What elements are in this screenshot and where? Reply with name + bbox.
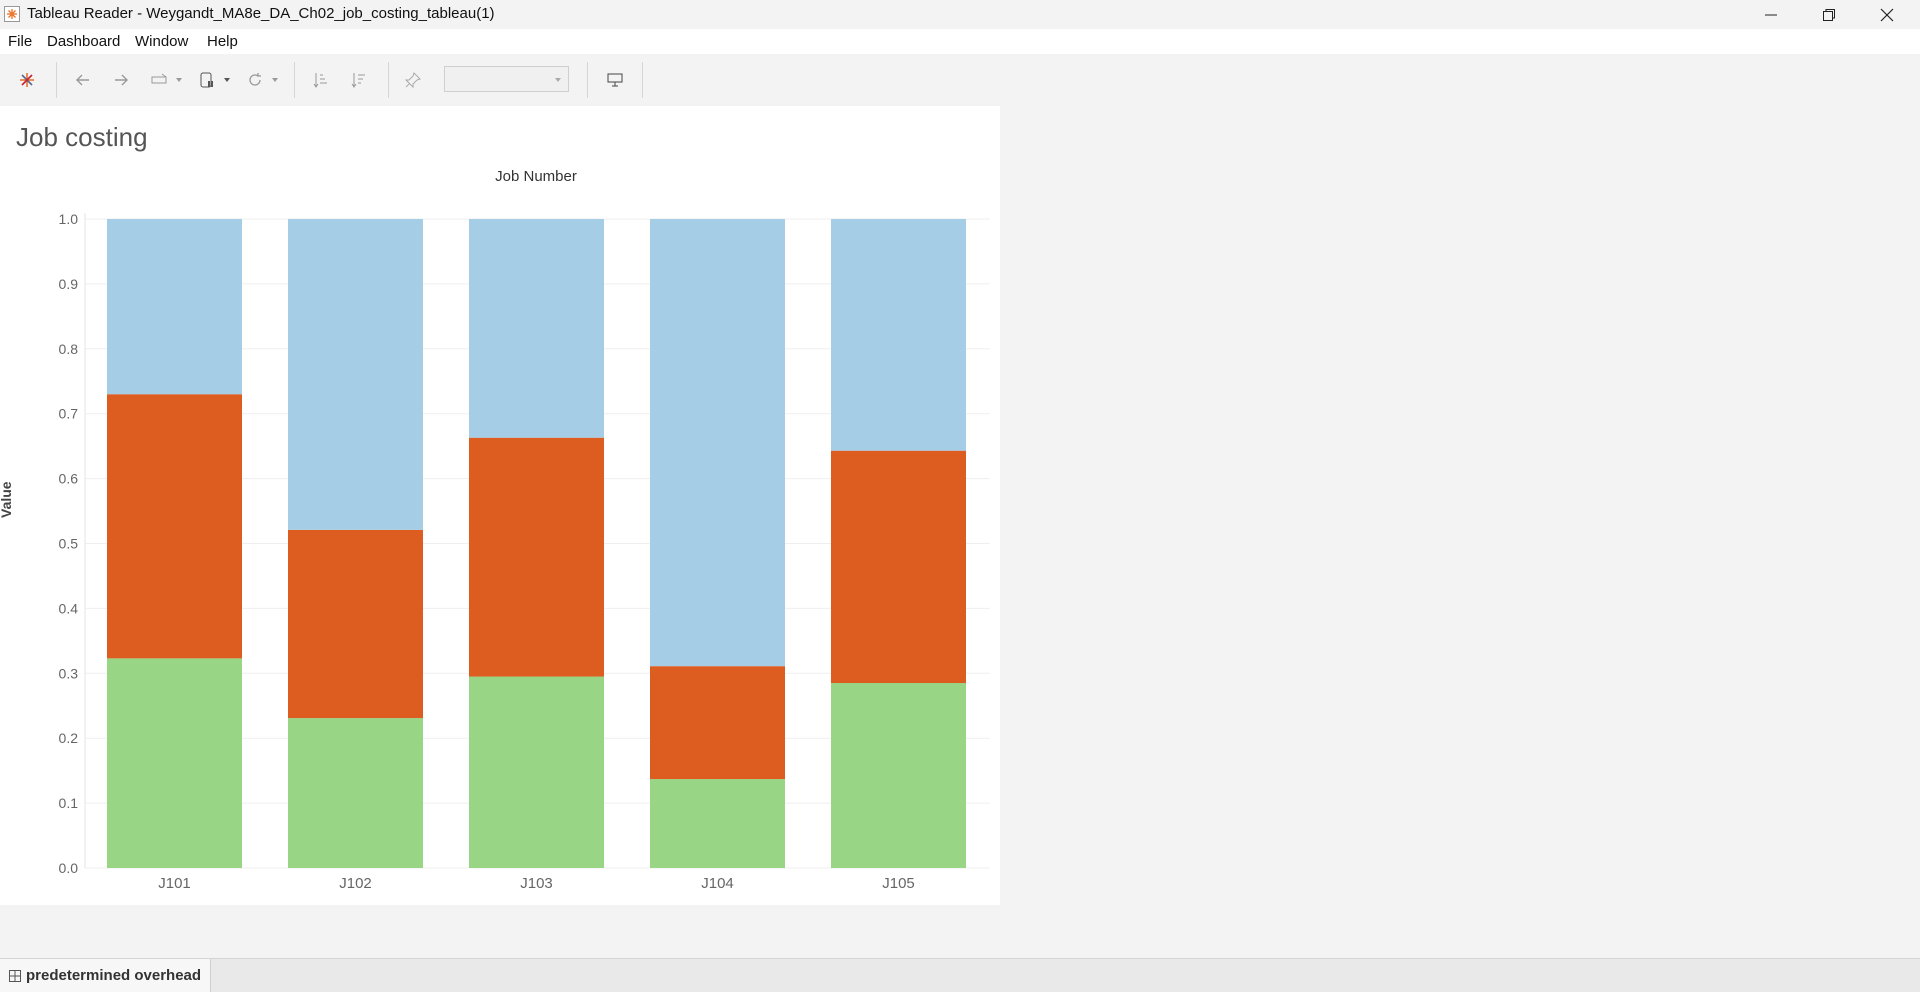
tableau-logo-button[interactable] bbox=[14, 67, 40, 93]
toolbar-separator bbox=[294, 62, 295, 98]
y-tick-label: 0.9 bbox=[59, 276, 79, 292]
bar-segment-j104-0 bbox=[650, 779, 785, 868]
presentation-mode-icon bbox=[607, 73, 623, 87]
toolbar-separator bbox=[56, 62, 57, 98]
x-tick-label: J105 bbox=[882, 875, 915, 892]
x-tick-label: J101 bbox=[158, 875, 191, 892]
status-bar: predetermined overhead bbox=[0, 958, 1920, 992]
sort-ascending-icon bbox=[313, 73, 327, 88]
menu-dashboard[interactable]: Dashboard bbox=[47, 33, 121, 50]
sheet-tab[interactable]: predetermined overhead bbox=[0, 959, 211, 992]
y-tick-label: 0.0 bbox=[59, 860, 79, 876]
forward-icon bbox=[115, 74, 128, 86]
tableau-app-icon bbox=[4, 6, 20, 22]
x-tick-label: J102 bbox=[339, 875, 372, 892]
bar-segment-j104-2 bbox=[650, 219, 785, 667]
bar-segment-j101-1 bbox=[107, 394, 242, 659]
y-tick-label: 0.2 bbox=[59, 730, 79, 746]
menu-window[interactable]: Window bbox=[135, 33, 189, 50]
y-tick-label: 0.1 bbox=[59, 795, 79, 811]
sort-descending-icon bbox=[351, 73, 365, 88]
window-title: Tableau Reader - Weygandt_MA8e_DA_Ch02_j… bbox=[27, 5, 495, 22]
pin-button[interactable] bbox=[400, 67, 426, 93]
pause-updates-icon bbox=[200, 72, 213, 88]
menu-bar: File Dashboard Window Help bbox=[0, 29, 1920, 54]
chevron-down-icon bbox=[272, 78, 278, 82]
toolbar-separator bbox=[642, 62, 643, 98]
dashboard-pane: Job costing Job Number Value 0.0 0.1 0.2 0.… bbox=[0, 106, 1000, 905]
x-tick-label: J104 bbox=[701, 875, 734, 892]
dashboard-title: Job costing bbox=[16, 122, 148, 152]
bar-segment-j105-0 bbox=[831, 683, 966, 868]
bar-segment-j101-2 bbox=[107, 219, 242, 395]
title-bar: Tableau Reader - Weygandt_MA8e_DA_Ch02_j… bbox=[0, 0, 1920, 29]
minimize-button[interactable] bbox=[1742, 0, 1800, 29]
bar-segment-j104-1 bbox=[650, 666, 785, 780]
y-tick-label: 0.8 bbox=[59, 341, 79, 357]
fit-dropdown[interactable] bbox=[444, 66, 569, 92]
dashboard-grid-icon bbox=[9, 969, 21, 982]
bar-segment-j103-0 bbox=[469, 676, 604, 868]
restore-button[interactable] bbox=[1800, 0, 1858, 29]
back-button[interactable] bbox=[70, 67, 96, 93]
refresh-dropdown[interactable] bbox=[268, 67, 282, 93]
forward-button[interactable] bbox=[108, 67, 134, 93]
restore-icon bbox=[1823, 8, 1835, 21]
menu-help[interactable]: Help bbox=[207, 33, 238, 50]
pause-updates-button[interactable] bbox=[194, 67, 220, 93]
y-tick-label: 0.5 bbox=[59, 536, 79, 552]
toolbar-separator bbox=[388, 62, 389, 98]
bar-segment-j103-2 bbox=[469, 219, 604, 438]
back-icon bbox=[76, 74, 89, 86]
presentation-mode-button[interactable] bbox=[602, 67, 628, 93]
y-tick-label: 0.4 bbox=[59, 600, 79, 616]
y-tick-label: 0.3 bbox=[59, 665, 79, 681]
toolbar-separator bbox=[587, 62, 588, 98]
redo-icon bbox=[151, 73, 167, 84]
sheet-tab-label: predetermined overhead bbox=[26, 967, 202, 984]
bar-segment-j102-2 bbox=[288, 219, 423, 530]
close-button[interactable] bbox=[1858, 0, 1916, 29]
chevron-down-icon bbox=[176, 78, 182, 82]
tableau-logo-icon bbox=[20, 73, 34, 87]
bar-segment-j105-1 bbox=[831, 450, 966, 684]
pause-updates-dropdown[interactable] bbox=[220, 67, 234, 93]
redo-button[interactable] bbox=[146, 67, 172, 93]
bar-segment-j102-0 bbox=[288, 718, 423, 868]
bar-chart: 0.0 0.1 0.2 0.3 0.4 0.5 0.6 0.7 0.8 0.9 1.0 J101 J10… bbox=[59, 211, 990, 892]
refresh-icon bbox=[249, 73, 261, 86]
y-tick-label: 0.7 bbox=[59, 406, 79, 422]
toolbar bbox=[0, 54, 1920, 105]
sort-descending-button[interactable] bbox=[346, 67, 372, 93]
minimize-icon bbox=[1765, 14, 1777, 15]
close-icon bbox=[1880, 8, 1894, 21]
x-tick-label: J103 bbox=[520, 875, 553, 892]
column-header: Job Number bbox=[495, 168, 577, 185]
menu-file[interactable]: File bbox=[8, 33, 33, 50]
pin-icon bbox=[404, 72, 421, 89]
y-tick-label: 0.6 bbox=[59, 471, 79, 487]
bar-segment-j101-0 bbox=[107, 658, 242, 868]
bar-segment-j105-2 bbox=[831, 219, 966, 451]
redo-dropdown[interactable] bbox=[172, 67, 186, 93]
bar-segment-j102-1 bbox=[288, 529, 423, 719]
chevron-down-icon bbox=[555, 78, 561, 82]
y-tick-label: 1.0 bbox=[59, 211, 79, 227]
bar-segment-j103-1 bbox=[469, 437, 604, 677]
refresh-button[interactable] bbox=[242, 67, 268, 93]
sort-ascending-button[interactable] bbox=[308, 67, 334, 93]
chevron-down-icon bbox=[224, 78, 230, 82]
